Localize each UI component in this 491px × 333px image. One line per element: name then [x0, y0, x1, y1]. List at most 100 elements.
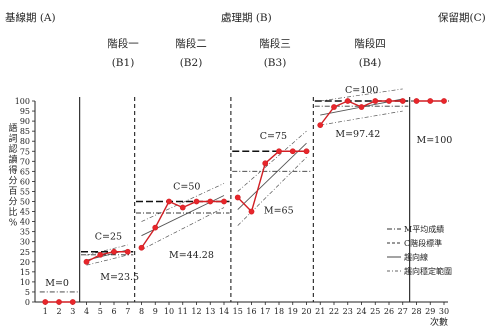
y-axis-title-char: 讀	[8, 154, 17, 166]
x-tick-label: 26	[384, 307, 394, 316]
data-point	[166, 198, 172, 205]
data-point	[358, 104, 365, 110]
y-tick-label: 10	[20, 278, 30, 287]
band-lower	[320, 110, 403, 126]
x-tick-label: 13	[205, 307, 215, 316]
band-lower	[86, 254, 128, 266]
y-axis-title-char: 百	[8, 186, 17, 197]
x-tick-label: 10	[164, 307, 174, 316]
annotation-label: M=97.42	[335, 129, 380, 140]
data-point	[344, 98, 351, 104]
data-point	[427, 98, 434, 104]
data-point	[179, 204, 186, 211]
y-tick-label: 35	[20, 228, 30, 237]
y-tick-label: 5	[25, 288, 30, 297]
y-tick-label: 45	[20, 208, 30, 217]
data-point	[97, 251, 104, 258]
data-point	[399, 98, 406, 104]
data-point	[69, 299, 76, 305]
y-axis-title-char: 分	[8, 176, 17, 187]
data-point	[372, 98, 379, 104]
x-tick-label: 12	[191, 307, 201, 316]
trend-lines	[86, 98, 403, 261]
annotation-label: M=100	[417, 135, 453, 146]
data-point	[152, 224, 159, 231]
trend-line	[237, 142, 307, 210]
annotation-label: C=100	[345, 85, 378, 96]
phase-label: 基線期 (A)	[5, 11, 56, 24]
x-tick-label: 22	[329, 307, 339, 316]
data-point	[221, 198, 227, 205]
y-tick-label: 70	[20, 157, 30, 166]
y-tick-label: 75	[20, 147, 30, 156]
axes: 0510152025303540455055606570758085909510…	[8, 97, 449, 328]
y-tick-label: 50	[20, 198, 30, 207]
x-tick-label: 9	[153, 307, 158, 316]
y-tick-label: 85	[20, 127, 30, 136]
x-tick-label: 25	[370, 307, 380, 316]
y-axis-title-char: 詞	[8, 133, 17, 145]
data-points	[42, 98, 447, 305]
legend-label: 趨向線	[404, 252, 428, 262]
mean-lines	[39, 100, 450, 293]
y-axis-title-char: 分	[8, 197, 17, 208]
legend-label: M平均成績	[404, 224, 444, 234]
x-axis-title: 次數	[430, 316, 448, 328]
data-point	[317, 122, 324, 129]
trend-stability-bands	[86, 88, 403, 266]
x-tick-label: 30	[439, 307, 449, 316]
y-tick-label: 65	[20, 167, 30, 176]
stage-label: 階段一	[107, 37, 139, 50]
data-point	[289, 148, 296, 155]
x-tick-label: 18	[274, 307, 284, 316]
x-tick-label: 29	[425, 307, 435, 316]
data-point	[207, 198, 214, 205]
data-point	[276, 148, 282, 155]
annotation-label: C=25	[95, 232, 122, 243]
x-tick-label: 7	[125, 307, 130, 316]
x-tick-label: 17	[260, 307, 270, 316]
legend-label: 趨向穩定範圍	[404, 266, 452, 276]
data-point	[248, 208, 255, 215]
y-tick-label: 30	[20, 238, 30, 247]
legend-label: C階段標準	[404, 238, 442, 248]
x-tick-label: 20	[301, 307, 311, 316]
annotation-label: M=0	[45, 278, 69, 289]
data-point	[42, 299, 49, 305]
x-tick-label: 14	[219, 307, 229, 316]
phase-label: 處理期 (B)	[221, 11, 272, 24]
data-point	[303, 148, 310, 155]
stage-code-label: (B1)	[112, 57, 135, 69]
y-tick-label: 90	[20, 117, 30, 126]
x-tick-label: 1	[43, 307, 48, 316]
y-tick-label: 100	[15, 97, 30, 106]
y-axis-title-char: 認	[8, 143, 17, 155]
data-point	[234, 194, 241, 201]
data-point	[413, 98, 420, 104]
phase-dividers	[79, 97, 411, 302]
stage-code-label: (B2)	[180, 57, 203, 69]
band-upper	[320, 88, 403, 102]
data-point	[441, 98, 447, 104]
x-tick-label: 5	[98, 307, 103, 316]
stage-label: 階段三	[259, 37, 291, 50]
series-line	[237, 150, 307, 213]
stage-code-label: (B3)	[264, 57, 287, 69]
band-upper	[86, 244, 128, 256]
band-upper	[141, 183, 225, 222]
data-point	[111, 248, 117, 255]
band-upper	[237, 130, 307, 192]
x-tick-label: 28	[411, 307, 421, 316]
data-point	[56, 299, 62, 305]
x-tick-label: 23	[343, 307, 353, 316]
y-tick-label: 25	[20, 248, 30, 257]
y-tick-label: 40	[20, 218, 30, 227]
data-point	[83, 258, 90, 265]
y-tick-label: 0	[25, 298, 30, 307]
annotation-label: M=65	[264, 206, 294, 217]
criterion-lines	[81, 100, 409, 253]
x-tick-label: 24	[356, 307, 366, 316]
x-tick-label: 21	[315, 307, 325, 316]
